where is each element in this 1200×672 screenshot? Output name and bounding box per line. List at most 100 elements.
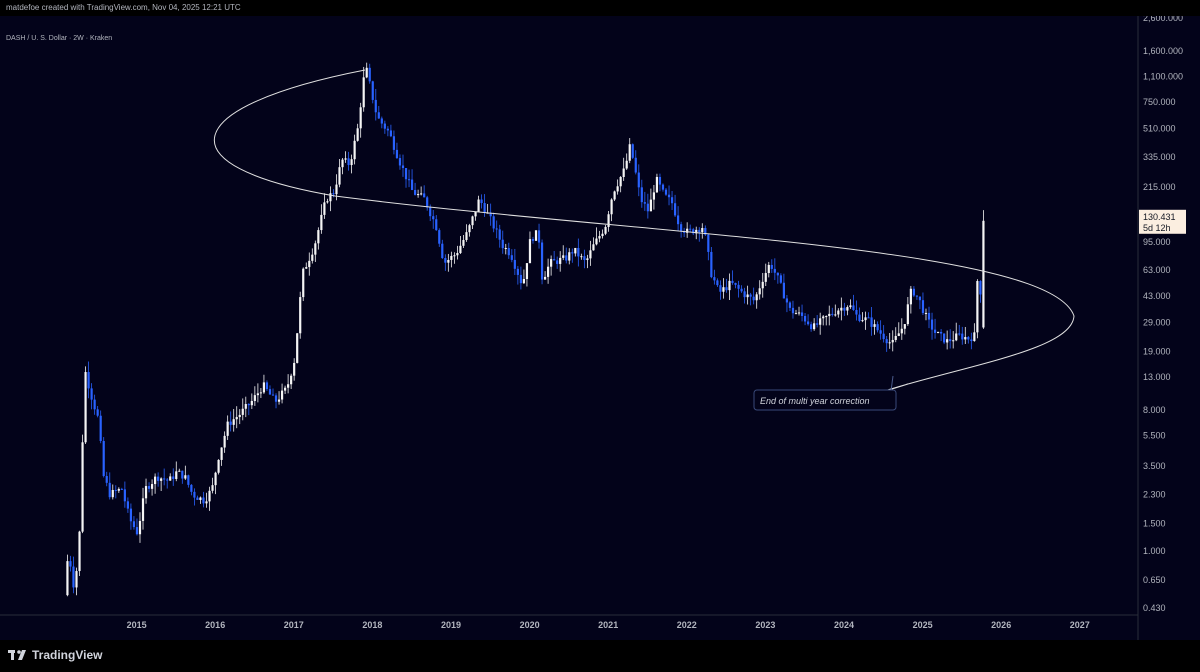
candle-body	[320, 214, 323, 231]
candle-body	[713, 277, 716, 281]
candle-body	[81, 442, 84, 532]
candle-body	[637, 172, 640, 188]
candle-body	[410, 179, 414, 190]
candle-body	[891, 339, 894, 343]
candle-body	[601, 233, 604, 237]
candle-body	[519, 274, 522, 284]
candle-body	[909, 288, 912, 305]
candle-body	[471, 216, 474, 226]
candle-body	[825, 316, 828, 318]
x-tick-label: 2020	[520, 620, 540, 630]
candle-body	[456, 253, 459, 256]
candle-body	[943, 333, 946, 343]
candle-body	[75, 571, 78, 588]
candle-body	[199, 497, 202, 500]
credit-text: matdefoe created with TradingView.com, N…	[6, 3, 241, 12]
candle-body	[767, 264, 770, 274]
candle-body	[208, 490, 211, 502]
candle-body	[525, 263, 529, 279]
candle-body	[912, 288, 915, 296]
candle-body	[66, 561, 69, 596]
candle-body	[184, 475, 187, 479]
candle-body	[574, 247, 577, 254]
candle-body	[417, 194, 420, 196]
candle-body	[235, 417, 238, 420]
tradingview-logo-icon	[8, 650, 26, 660]
candle-body	[374, 99, 377, 113]
y-tick-label: 63.000	[1143, 265, 1171, 275]
candle-body	[123, 489, 126, 502]
x-tick-label: 2027	[1070, 620, 1090, 630]
candle-body	[973, 332, 976, 342]
chart-panel[interactable]: 2,600.000 1,600.000 1,100.000 750.000 510.00…	[0, 16, 1200, 640]
candle-body	[338, 167, 341, 185]
candle-body	[673, 203, 677, 216]
drawings: End of multi year correction	[213, 69, 1075, 411]
candle-body	[849, 305, 852, 308]
candle-body	[580, 256, 583, 258]
price-chart[interactable]: 2,600.000 1,600.000 1,100.000 750.000 510.00…	[0, 16, 1200, 640]
candle-body	[946, 339, 949, 343]
candle-body	[770, 264, 773, 269]
x-tick-label: 2019	[441, 620, 461, 630]
candle-body	[93, 399, 96, 410]
candle-body	[803, 315, 807, 322]
candle-body	[553, 259, 556, 261]
y-tick-label: 5.500	[1143, 430, 1166, 440]
candle-body	[205, 501, 208, 504]
candle-body	[459, 245, 462, 254]
candle-body	[903, 324, 906, 329]
x-tick-label: 2024	[834, 620, 854, 630]
candle-body	[831, 313, 834, 315]
y-tick-label: 1.500	[1143, 518, 1166, 528]
candle-body	[256, 393, 259, 396]
candle-body	[129, 508, 133, 522]
candle-body	[323, 202, 326, 215]
candle-body	[426, 197, 429, 208]
candle-body	[967, 337, 970, 340]
candle-body	[347, 158, 350, 166]
candle-body	[900, 328, 903, 334]
candle-body	[99, 415, 102, 441]
candle-body	[550, 259, 553, 267]
y-tick-label: 0.650	[1143, 575, 1166, 585]
candle-body	[828, 313, 831, 317]
candle-body	[474, 211, 477, 217]
candle-body	[498, 229, 501, 240]
candle-body	[737, 284, 740, 289]
candle-body	[217, 459, 220, 473]
candle-body	[392, 136, 396, 150]
candle-body	[879, 330, 882, 334]
plot-area[interactable]	[66, 62, 985, 597]
candle-body	[534, 230, 538, 241]
candle-body	[571, 252, 574, 254]
candle-body	[897, 333, 900, 336]
candle-body	[834, 314, 837, 316]
candle-body	[906, 304, 909, 325]
candle-body	[368, 67, 371, 82]
candle-body	[649, 199, 652, 212]
candle-body	[160, 478, 163, 481]
candle-body	[773, 268, 776, 273]
candle-body	[489, 212, 492, 217]
candle-body	[634, 157, 637, 173]
candle-body	[465, 232, 468, 240]
candle-body	[689, 228, 692, 230]
candle-body	[274, 395, 278, 402]
candle-body	[855, 309, 858, 315]
candle-body	[265, 382, 269, 390]
candle-body	[652, 192, 656, 200]
candle-body	[196, 497, 199, 500]
candle-body	[268, 389, 272, 395]
candle-body	[598, 236, 601, 239]
y-tick-label: 19.000	[1143, 346, 1171, 356]
candle-body	[299, 297, 302, 334]
candle-body	[686, 228, 689, 233]
candle-body	[755, 294, 758, 301]
candle-body	[924, 312, 928, 314]
candle-body	[238, 414, 241, 418]
y-tick-label: 2.300	[1143, 489, 1166, 499]
candle-body	[398, 158, 402, 166]
candle-body	[108, 482, 111, 498]
candle-body	[970, 339, 973, 342]
